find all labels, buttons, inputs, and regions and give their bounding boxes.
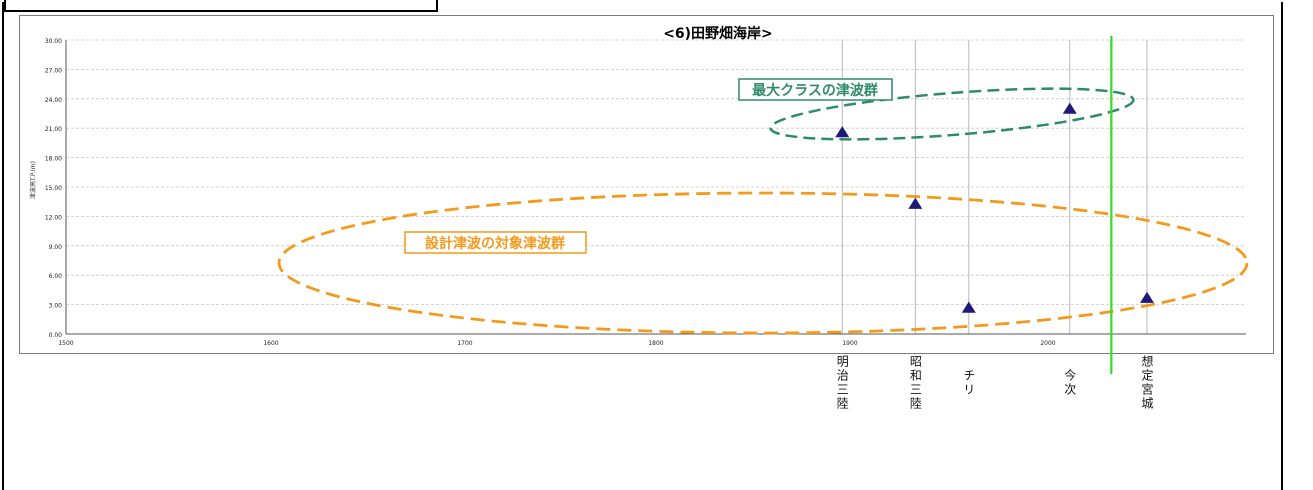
y-tick-label: 9.00 bbox=[49, 244, 63, 251]
data-point-triangle bbox=[1062, 102, 1077, 114]
max-class-label-box: 最大クラスの津波群 bbox=[738, 78, 893, 101]
y-tick-label: 12.00 bbox=[45, 214, 62, 221]
y-tick-label: 24.00 bbox=[45, 97, 62, 104]
x-tick-label: 2000 bbox=[1040, 340, 1055, 347]
design-tsunami-label: 設計津波の対象津波群 bbox=[425, 235, 565, 252]
y-tick-label: 3.00 bbox=[49, 303, 63, 310]
x-tick-label: 1700 bbox=[457, 340, 472, 347]
y-tick-label: 15.00 bbox=[45, 185, 62, 192]
design-tsunami-ellipse bbox=[277, 191, 1249, 335]
event-lines-layer: 明治三陸 昭和三陸 チリ 今次 想定宮城 bbox=[835, 40, 1154, 411]
design-tsunami-label-box: 設計津波の対象津波群 bbox=[404, 231, 587, 254]
chart-frame bbox=[19, 15, 1274, 354]
y-axis-label: 津波高T.P.(m) bbox=[29, 161, 37, 199]
axis-layer: 0.00 3.00 6.00 9.00 12.00 15.00 18.00 21.00 24.0… bbox=[45, 38, 1246, 347]
event-label: 明治三陸 bbox=[835, 355, 849, 411]
y-tick-label: 27.00 bbox=[45, 67, 62, 74]
data-point-triangle bbox=[835, 126, 850, 138]
max-class-label: 最大クラスの津波群 bbox=[752, 82, 878, 99]
data-point-triangle bbox=[908, 197, 923, 209]
group-ellipses-layer: 最大クラスの津波群 設計津波の対象津波群 bbox=[277, 78, 1249, 335]
x-tick-label: 1600 bbox=[263, 340, 278, 347]
chart-title: <6)田野畑海岸> bbox=[663, 25, 773, 42]
data-point-triangle bbox=[1140, 291, 1154, 303]
header-tab-box bbox=[4, 0, 438, 12]
event-label: チリ bbox=[962, 369, 976, 397]
y-tick-label: 30.00 bbox=[45, 38, 62, 45]
event-label: 今次 bbox=[1063, 368, 1077, 397]
outer-frame bbox=[2, 2, 1283, 490]
y-tick-label: 18.00 bbox=[45, 156, 62, 163]
y-tick-label: 0.00 bbox=[49, 332, 63, 339]
x-tick-label: 1900 bbox=[842, 340, 857, 347]
data-points-layer bbox=[835, 102, 1154, 313]
y-tick-label: 6.00 bbox=[49, 273, 63, 280]
event-label: 想定宮城 bbox=[1140, 354, 1154, 411]
x-tick-label: 1500 bbox=[58, 340, 73, 347]
y-tick-label: 21.00 bbox=[45, 126, 62, 133]
x-tick-label: 1800 bbox=[648, 340, 663, 347]
event-label: 昭和三陸 bbox=[908, 355, 922, 411]
max-class-ellipse bbox=[769, 87, 1135, 141]
grid-layer bbox=[66, 39, 1246, 335]
data-point-triangle bbox=[961, 301, 976, 313]
